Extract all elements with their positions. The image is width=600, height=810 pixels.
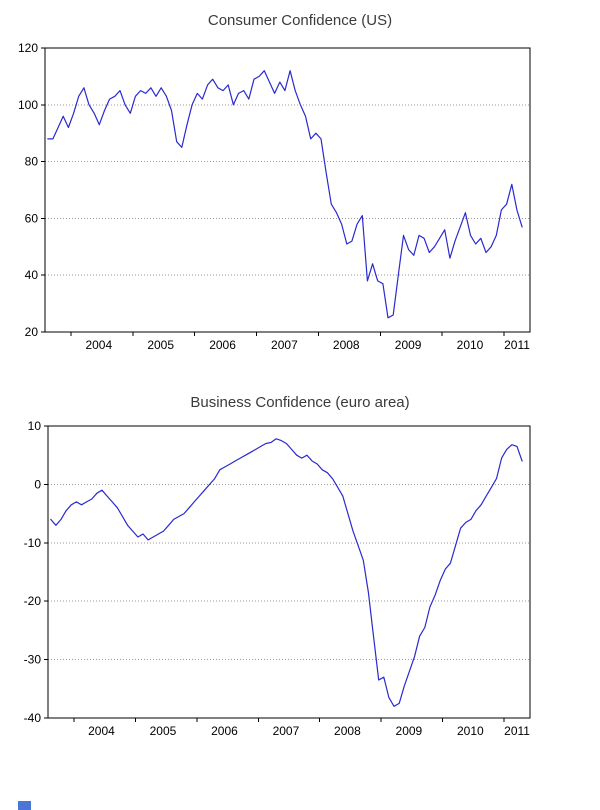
consumer-confidence-title: Consumer Confidence (US) bbox=[207, 12, 393, 29]
y-tick-label: -40 bbox=[24, 711, 42, 725]
x-tick-label: 2006 bbox=[211, 724, 238, 738]
x-tick-label: 2011 bbox=[504, 338, 530, 352]
plot-box bbox=[47, 425, 531, 719]
y-tick-label: -10 bbox=[24, 536, 42, 550]
x-tick-label: 2007 bbox=[273, 724, 300, 738]
x-tick-label: 2007 bbox=[271, 338, 298, 352]
consumer-confidence-chart: Consumer Confidence (US) 20 40 60 80 100 120 2… bbox=[0, 0, 600, 364]
x-tick-label: 2010 bbox=[457, 338, 484, 352]
business-confidence-chart: Business Confidence (euro area) -40 -30 -2… bbox=[0, 364, 600, 754]
y-tick-label: 10 bbox=[28, 419, 42, 433]
consumer-confidence-plot: 20 40 60 80 100 120 2004 2005 2006 2007 2008 2009 20… bbox=[18, 41, 531, 352]
y-tick-label: 20 bbox=[25, 325, 39, 339]
x-tick-label: 2004 bbox=[85, 338, 112, 352]
y-tick-label: 120 bbox=[18, 41, 38, 55]
business-confidence-title: Business Confidence (euro area) bbox=[190, 394, 410, 411]
x-tick-label: 2011 bbox=[504, 724, 530, 738]
series-line bbox=[50, 438, 523, 707]
y-tick-label: 80 bbox=[25, 155, 39, 169]
x-tick-label: 2006 bbox=[209, 338, 236, 352]
artifact-blue-mark bbox=[18, 801, 31, 810]
x-tick-label: 2009 bbox=[395, 338, 422, 352]
business-confidence-plot: -40 -30 -20 -10 0 10 2004 2005 2006 2007 2008 2009 2… bbox=[24, 419, 531, 738]
y-tick-label: 60 bbox=[25, 211, 39, 225]
x-tick-label: 2009 bbox=[396, 724, 423, 738]
y-tick-label: 100 bbox=[18, 98, 38, 112]
y-tick-label: -20 bbox=[24, 594, 42, 608]
plot-box bbox=[44, 47, 531, 333]
y-tick-label: 0 bbox=[34, 477, 41, 491]
x-tick-label: 2005 bbox=[147, 338, 174, 352]
x-tick-label: 2008 bbox=[333, 338, 360, 352]
x-tick-label: 2005 bbox=[150, 724, 177, 738]
series-line bbox=[47, 70, 523, 319]
x-tick-label: 2004 bbox=[88, 724, 115, 738]
y-tick-label: 40 bbox=[25, 268, 39, 282]
y-tick-label: -30 bbox=[24, 653, 42, 667]
x-tick-label: 2010 bbox=[457, 724, 484, 738]
x-tick-label: 2008 bbox=[334, 724, 361, 738]
